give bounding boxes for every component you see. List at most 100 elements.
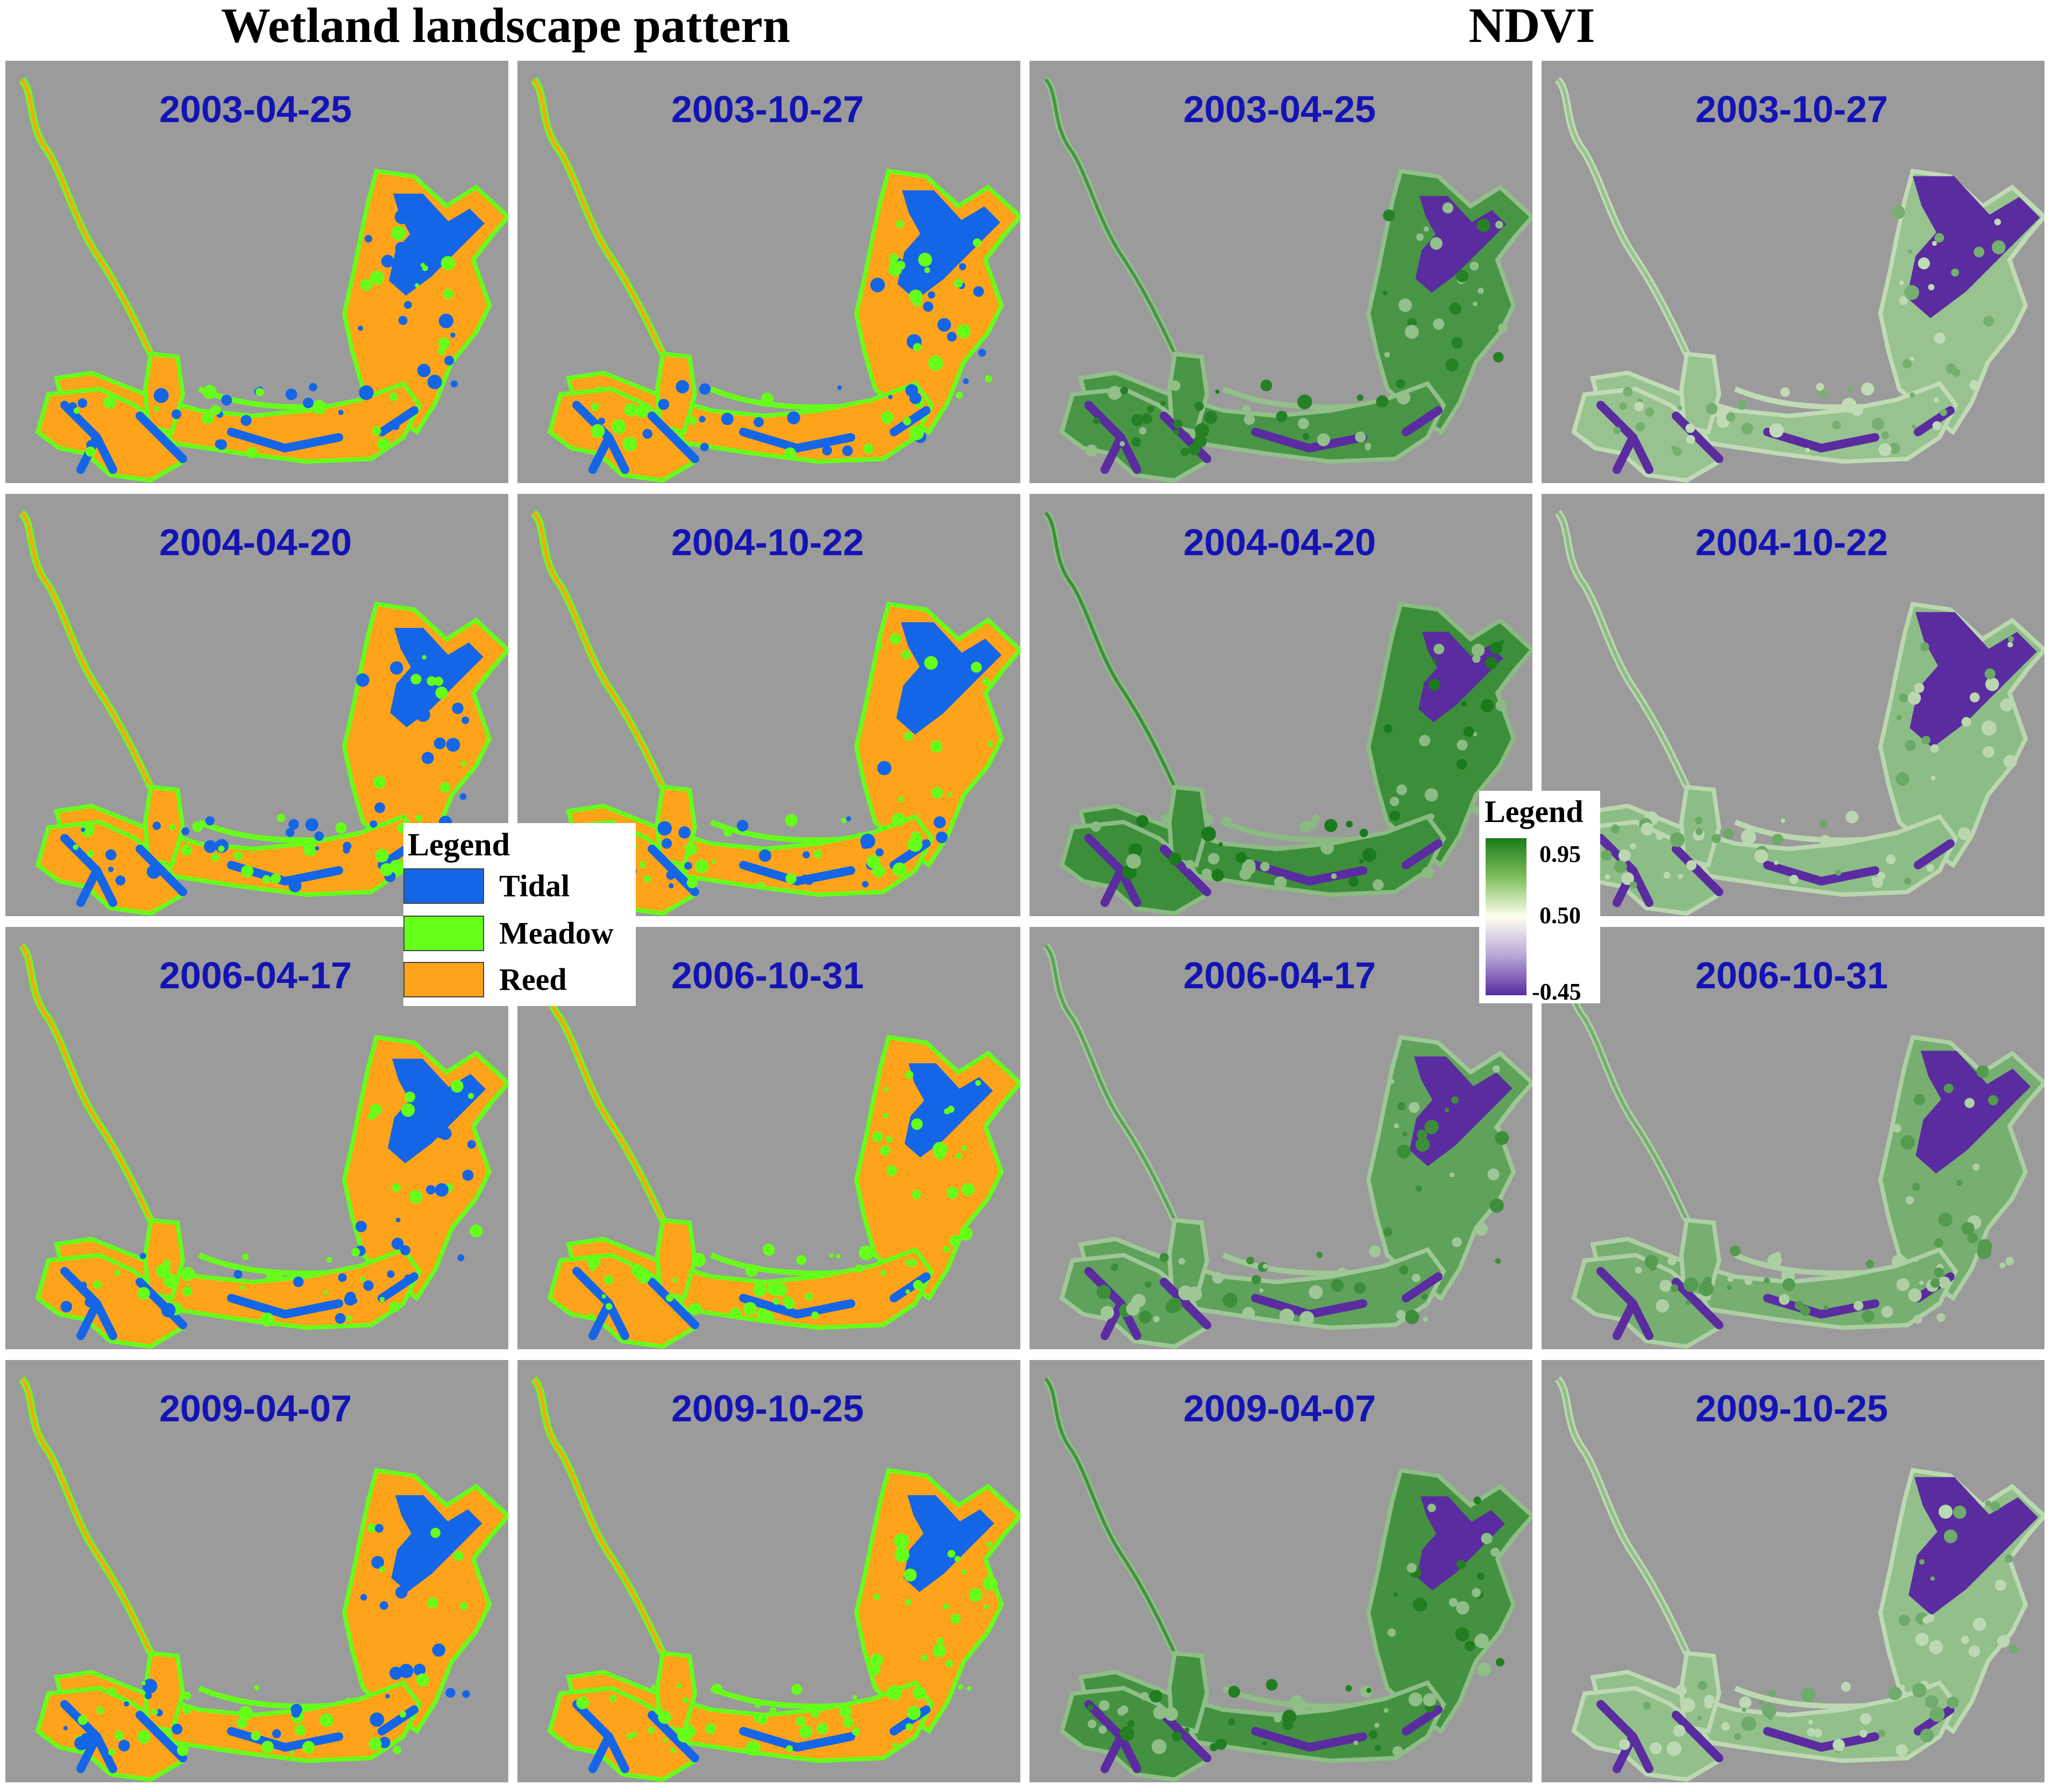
- ndvi-patch: [1474, 1633, 1489, 1648]
- legend-label-meadow: Meadow: [499, 916, 614, 951]
- ndvi-patch: [1093, 417, 1100, 424]
- landscape-patch: [954, 279, 963, 288]
- landscape-patch: [164, 1274, 178, 1288]
- ndvi-patch: [1187, 1286, 1202, 1301]
- ndvi-patch: [1153, 1705, 1167, 1720]
- ndvi-patch: [1127, 1720, 1135, 1727]
- landscape-patch: [260, 1312, 274, 1327]
- ndvi-patch: [1914, 683, 1925, 693]
- landscape-patch: [426, 1185, 436, 1195]
- landscape-patch: [80, 1281, 87, 1288]
- landscape-date-label: 2004-10-22: [671, 521, 864, 563]
- landscape-patch: [401, 1103, 415, 1117]
- ndvi-patch: [1107, 386, 1122, 400]
- ndvi-patch: [1487, 1168, 1500, 1181]
- landscape-patch: [400, 1245, 410, 1256]
- landscape-core-zone: [896, 622, 1002, 735]
- ndvi-patch: [1495, 699, 1507, 711]
- ndvi-patch: [1970, 692, 1980, 703]
- legend-item-reed: Reed: [403, 962, 567, 997]
- landscape-patch: [586, 1254, 601, 1268]
- ndvi-date-label: 2004-04-20: [1183, 521, 1376, 563]
- landscape-patch: [85, 447, 96, 457]
- landscape-patch: [688, 1302, 702, 1315]
- landscape-patch: [246, 447, 258, 459]
- ndvi-patch: [1774, 860, 1779, 865]
- landscape-patch: [438, 1127, 452, 1140]
- landscape-patch: [379, 1566, 386, 1573]
- landscape-patch: [387, 1270, 395, 1278]
- landscape-patch: [444, 356, 455, 366]
- ndvi-map-svg: [1554, 510, 2044, 916]
- ndvi-patch: [1649, 1264, 1657, 1271]
- landscape-patch: [881, 411, 893, 424]
- landscape-patch: [373, 776, 386, 789]
- ndvi-patch: [1228, 1685, 1240, 1698]
- landscape-patch: [883, 1113, 889, 1118]
- ndvi-patch: [1934, 397, 1939, 403]
- ndvi-patch: [1623, 386, 1633, 396]
- ndvi-patch: [1695, 817, 1703, 824]
- landscape-patch: [410, 674, 422, 685]
- ndvi-patch: [1449, 302, 1462, 315]
- ndvi-patch: [1878, 443, 1892, 457]
- ndvi-patch: [1983, 746, 1994, 758]
- ndvi-patch: [1789, 875, 1799, 884]
- ndvi-patch: [1241, 405, 1251, 414]
- ndvi-patch: [1472, 301, 1478, 307]
- landscape-patch: [379, 1737, 390, 1748]
- landscape-patch: [936, 1638, 944, 1645]
- ndvi-patch: [1921, 735, 1930, 745]
- ndvi-patch: [1209, 1743, 1218, 1752]
- landscape-patch: [302, 1741, 315, 1754]
- landscape-patch: [983, 1576, 998, 1591]
- ndvi-river-core: [1556, 1377, 1688, 1654]
- ndvi-patch: [1140, 1692, 1149, 1701]
- landscape-patch: [368, 1737, 382, 1751]
- ndvi-river-core: [1044, 1377, 1176, 1654]
- landscape-patch: [666, 870, 676, 880]
- ndvi-patch: [1500, 640, 1504, 644]
- ndvi-patch: [1212, 1272, 1224, 1284]
- ndvi-patch: [1953, 1505, 1966, 1519]
- landscape-patch: [842, 445, 853, 456]
- landscape-patch: [371, 1556, 385, 1569]
- landscape-patch: [622, 436, 637, 451]
- ndvi-patch: [1396, 379, 1405, 388]
- ndvi-patch: [1712, 834, 1721, 844]
- ndvi-patch: [1353, 1281, 1366, 1294]
- landscape-patch: [468, 1093, 474, 1099]
- landscape-patch: [450, 380, 458, 388]
- landscape-patch: [441, 256, 455, 271]
- landscape-patch: [255, 388, 264, 396]
- ndvi-patch: [1353, 1740, 1358, 1745]
- ndvi-patch: [1659, 1279, 1672, 1292]
- ndvi-patch: [1099, 1700, 1110, 1711]
- ndvi-patch: [1444, 1108, 1450, 1113]
- landscape-patch: [470, 1224, 483, 1238]
- ndvi-core-shape: [1409, 1056, 1513, 1166]
- landscape-patch: [338, 409, 344, 415]
- landscape-patch: [395, 1217, 401, 1222]
- landscape-patch: [395, 1586, 408, 1599]
- ndvi-patch: [1422, 867, 1435, 880]
- ndvi-patch: [1309, 1285, 1323, 1299]
- ndvi-patch: [1683, 1277, 1699, 1292]
- ndvi-patch: [1900, 1135, 1915, 1150]
- landscape-patch: [870, 1653, 883, 1667]
- landscape-wetland-stem: [655, 1217, 698, 1301]
- ndvi-patch: [1835, 869, 1842, 876]
- ndvi-patch: [1242, 859, 1256, 872]
- ndvi-patch: [1120, 1705, 1128, 1714]
- ndvi-patch: [1139, 427, 1147, 435]
- landscape-patch: [935, 650, 943, 657]
- ndvi-patch: [1744, 1277, 1753, 1285]
- landscape-patch: [288, 879, 302, 893]
- ndvi-patch: [1899, 693, 1908, 703]
- landscape-patch: [745, 1264, 758, 1277]
- landscape-patch: [351, 1248, 360, 1257]
- ndvi-patch: [1845, 810, 1858, 824]
- ndvi-patch: [1402, 1131, 1408, 1137]
- landscape-patch: [958, 1227, 973, 1241]
- landscape-patch: [385, 1694, 390, 1699]
